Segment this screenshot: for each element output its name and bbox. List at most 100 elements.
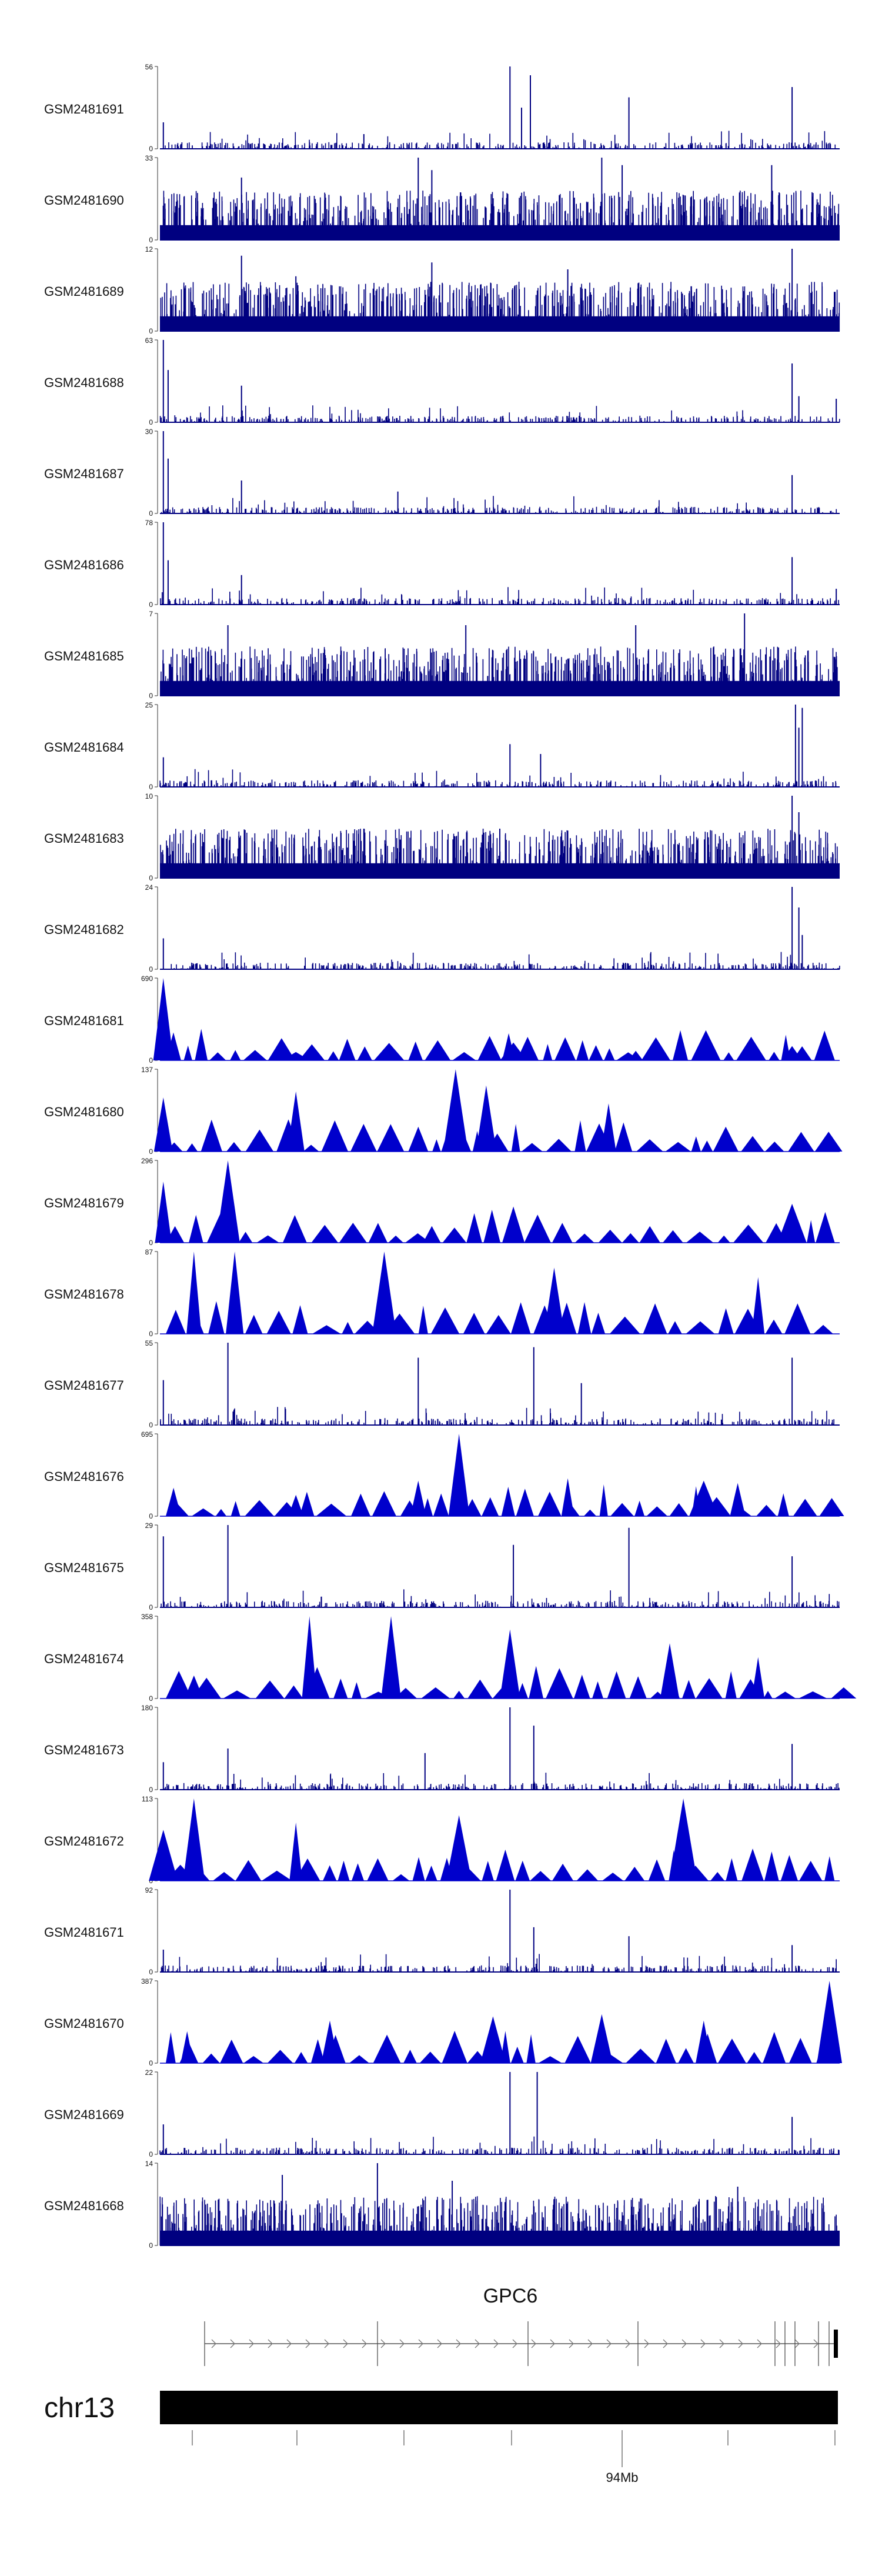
signal-triangle bbox=[824, 1856, 835, 1881]
signal-triangle bbox=[421, 1687, 450, 1699]
signal-peak bbox=[660, 1643, 680, 1699]
track-GSM2481678: GSM2481678 87 0 bbox=[44, 1248, 840, 1338]
signal-peak bbox=[751, 1657, 765, 1699]
signal-triangle bbox=[368, 1223, 387, 1243]
signal-peak bbox=[777, 1203, 807, 1243]
y-min-label: 0 bbox=[149, 2150, 153, 2158]
signal-triangle bbox=[243, 2056, 264, 2063]
chromosome-track: chr13 94Mb bbox=[44, 2391, 838, 2485]
track-label: GSM2481677 bbox=[44, 1378, 124, 1393]
signal-triangle bbox=[526, 2034, 536, 2063]
track-label: GSM2481675 bbox=[44, 1560, 124, 1575]
y-max-label: 33 bbox=[145, 154, 153, 162]
signal-triangle bbox=[418, 1305, 428, 1334]
signal-triangle bbox=[681, 1680, 696, 1699]
signal-peak bbox=[186, 1252, 202, 1334]
signal-peaks bbox=[162, 705, 803, 787]
y-min-label: 0 bbox=[149, 1330, 153, 1338]
signal-triangle bbox=[510, 1302, 531, 1334]
track-label: GSM2481673 bbox=[44, 1743, 124, 1757]
signal-triangle bbox=[220, 2039, 243, 2063]
signal-triangle bbox=[672, 1030, 689, 1060]
signal-triangle bbox=[624, 1867, 645, 1881]
signal-peaks bbox=[162, 1343, 793, 1425]
signal-triangle bbox=[819, 1498, 844, 1516]
track-label: GSM2481685 bbox=[44, 649, 124, 663]
signal-triangle bbox=[311, 1224, 339, 1243]
signal-triangle bbox=[351, 1682, 362, 1699]
signal-floor bbox=[160, 2230, 840, 2245]
signal-triangle bbox=[266, 1310, 291, 1334]
signal-peak bbox=[817, 1981, 842, 2063]
y-min-label: 0 bbox=[149, 1786, 153, 1794]
signal-peak bbox=[165, 1487, 182, 1516]
signal-bars bbox=[160, 1407, 834, 1425]
signal-floor bbox=[160, 680, 840, 696]
signal-triangle bbox=[777, 1493, 789, 1516]
signal-triangle bbox=[166, 1310, 186, 1334]
signal-triangle bbox=[408, 1041, 423, 1060]
y-max-label: 10 bbox=[145, 792, 153, 800]
gene-name: GPC6 bbox=[483, 2285, 538, 2307]
y-min-label: 0 bbox=[149, 692, 153, 700]
gene-strand-arrows bbox=[211, 2339, 818, 2348]
track-label: GSM2481678 bbox=[44, 1287, 124, 1302]
signal-triangle bbox=[696, 1678, 723, 1699]
signal-peak bbox=[476, 1085, 497, 1152]
signal-peaks bbox=[162, 522, 837, 605]
signal-peak bbox=[751, 1277, 765, 1334]
signal-peak bbox=[302, 1616, 318, 1699]
y-max-label: 690 bbox=[141, 975, 153, 983]
signal-triangle bbox=[784, 1303, 811, 1334]
signal-triangle bbox=[741, 1136, 764, 1152]
signal-triangle bbox=[831, 1687, 857, 1699]
signal-triangle bbox=[243, 1050, 267, 1060]
signal-peak bbox=[502, 1206, 525, 1243]
signal-bars bbox=[161, 496, 837, 513]
signal-triangle bbox=[530, 1871, 552, 1881]
signal-triangle bbox=[230, 1050, 241, 1060]
signal-peak bbox=[730, 1483, 746, 1516]
signal-triangle bbox=[403, 2050, 417, 2063]
signal-triangle bbox=[357, 1046, 372, 1060]
track-GSM2481685: GSM2481685 7 0 bbox=[44, 610, 840, 700]
y-max-label: 22 bbox=[145, 2068, 153, 2077]
signal-triangle bbox=[351, 1863, 365, 1881]
signal-triangle bbox=[636, 1139, 663, 1152]
signal-triangle bbox=[583, 1509, 597, 1516]
y-max-label: 358 bbox=[141, 1613, 153, 1621]
signal-triangle bbox=[511, 1124, 520, 1152]
signal-peak bbox=[448, 1434, 470, 1516]
signal-peaks bbox=[162, 1525, 793, 1607]
signal-triangle bbox=[486, 1314, 511, 1334]
signal-triangle bbox=[405, 1233, 430, 1243]
signal-triangle bbox=[814, 1030, 835, 1060]
signal-triangle bbox=[713, 1126, 739, 1152]
y-max-label: 78 bbox=[145, 519, 153, 527]
signal-triangle bbox=[646, 1506, 668, 1516]
signal-peaks bbox=[162, 1890, 793, 1972]
signal-triangle bbox=[799, 1691, 827, 1699]
track-GSM2481688: GSM2481688 63 0 bbox=[44, 336, 840, 426]
track-label: GSM2481671 bbox=[44, 1925, 124, 1940]
signal-triangle bbox=[432, 1139, 441, 1152]
signal-triangle bbox=[452, 1052, 476, 1060]
signal-triangle bbox=[764, 1851, 779, 1881]
track-label: GSM2481689 bbox=[44, 284, 124, 299]
signal-triangle bbox=[656, 2038, 676, 2063]
signal-peaks bbox=[240, 249, 793, 331]
signal-triangle bbox=[477, 1036, 502, 1060]
track-GSM2481676: GSM2481676 695 0 bbox=[44, 1430, 844, 1520]
signal-triangle bbox=[294, 2052, 308, 2063]
signal-triangle bbox=[813, 1324, 833, 1334]
signal-triangle bbox=[510, 2046, 524, 2063]
signal-triangle bbox=[609, 1316, 640, 1334]
signal-triangle bbox=[793, 1499, 817, 1516]
y-max-label: 296 bbox=[141, 1157, 153, 1165]
signal-peak bbox=[289, 1822, 303, 1881]
signal-triangle bbox=[663, 1230, 683, 1243]
signal-triangle bbox=[292, 1305, 308, 1334]
y-max-label: 87 bbox=[145, 1248, 153, 1256]
signal-triangle bbox=[816, 1212, 835, 1243]
track-GSM2481672: GSM24816721130 bbox=[44, 1795, 840, 1885]
